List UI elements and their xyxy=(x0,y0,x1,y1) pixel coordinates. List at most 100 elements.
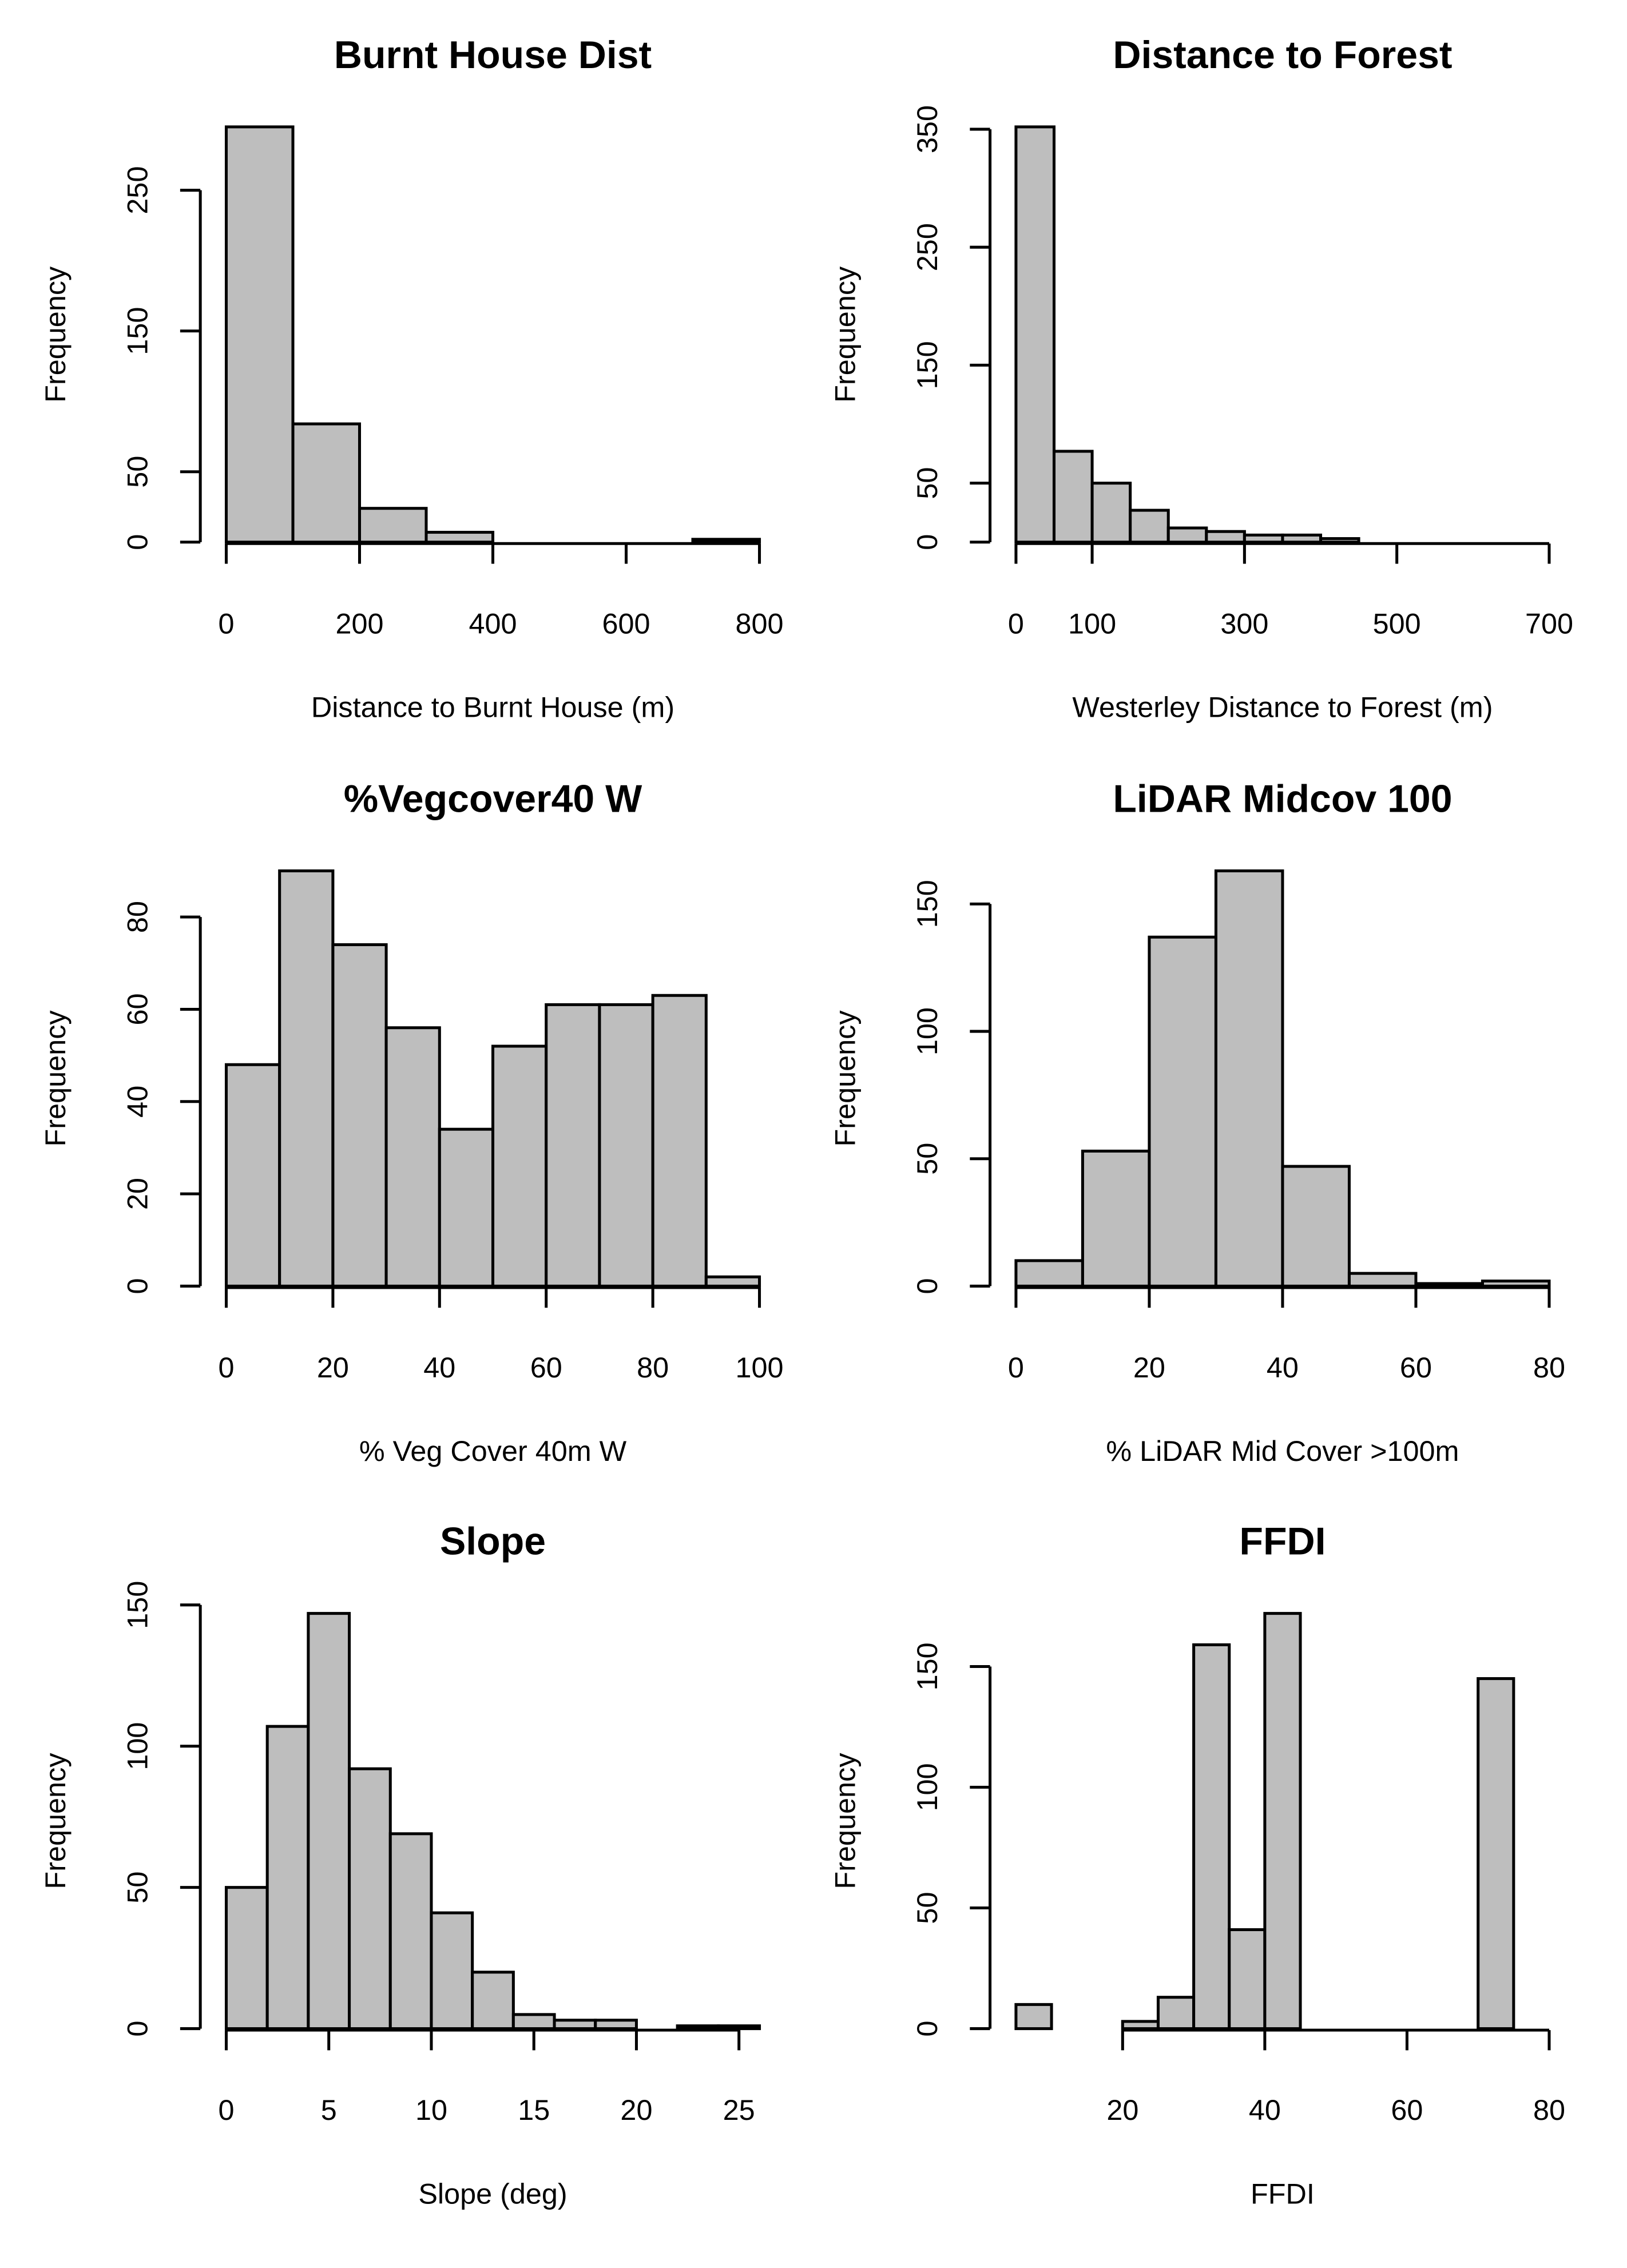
bar xyxy=(691,538,761,544)
y-tick-label: 150 xyxy=(121,1581,154,1629)
bar xyxy=(331,943,388,1288)
bar xyxy=(430,1911,474,2031)
bar xyxy=(291,422,362,544)
x-axis-label: Slope (deg) xyxy=(418,2177,567,2210)
bar xyxy=(438,1127,495,1288)
bar xyxy=(224,1886,269,2031)
bar xyxy=(594,2019,638,2031)
bar xyxy=(1121,2020,1160,2031)
x-tick-label: 20 xyxy=(1133,1351,1165,1384)
x-tick-label: 60 xyxy=(530,1351,562,1384)
x-axis-label: % Veg Cover 40m W xyxy=(359,1435,627,1467)
chart-title: FFDI xyxy=(1239,1520,1326,1563)
x-axis-label: Distance to Burnt House (m) xyxy=(311,690,674,723)
bar xyxy=(545,1003,601,1288)
chart-title: LiDAR Midcov 100 xyxy=(1113,777,1452,820)
y-tick-label: 0 xyxy=(121,534,154,550)
y-tick-label: 150 xyxy=(121,307,154,355)
bar xyxy=(1414,1282,1484,1288)
x-tick-label: 400 xyxy=(469,607,517,640)
bar xyxy=(1156,1996,1196,2031)
y-tick-label: 100 xyxy=(911,1763,943,1811)
bar xyxy=(553,2019,597,2031)
y-axis-label: Frequency xyxy=(39,1753,72,1889)
bar xyxy=(278,869,335,1288)
x-axis-label: FFDI xyxy=(1251,2177,1315,2210)
bar xyxy=(1166,526,1208,544)
bar xyxy=(1192,1643,1231,2031)
y-tick-label: 100 xyxy=(911,1007,943,1055)
bar xyxy=(676,2024,720,2031)
y-tick-label: 250 xyxy=(911,223,943,271)
x-axis-label: % LiDAR Mid Cover >100m xyxy=(1106,1435,1459,1467)
x-tick-label: 20 xyxy=(1106,2094,1138,2126)
x-tick-label: 80 xyxy=(637,1351,669,1384)
x-tick-label: 100 xyxy=(1068,607,1116,640)
y-tick-label: 250 xyxy=(121,166,154,215)
y-tick-label: 40 xyxy=(121,1086,154,1118)
x-tick-label: 25 xyxy=(723,2094,755,2126)
x-tick-label: 0 xyxy=(1008,607,1024,640)
bar xyxy=(1014,1259,1084,1288)
bar xyxy=(384,1026,441,1288)
bar xyxy=(598,1003,654,1288)
bar xyxy=(1205,530,1246,544)
y-tick-label: 50 xyxy=(121,1872,154,1904)
y-tick-label: 0 xyxy=(911,534,943,550)
x-tick-label: 700 xyxy=(1525,607,1573,640)
y-tick-label: 0 xyxy=(911,1278,943,1294)
x-tick-label: 20 xyxy=(620,2094,652,2126)
y-tick-label: 350 xyxy=(911,105,943,153)
y-tick-label: 20 xyxy=(121,1178,154,1210)
bar xyxy=(1014,125,1056,544)
bar xyxy=(358,507,428,544)
x-tick-label: 20 xyxy=(317,1351,349,1384)
bar xyxy=(1129,509,1170,544)
x-tick-label: 40 xyxy=(1267,1351,1299,1384)
y-axis-label: Frequency xyxy=(829,1010,862,1147)
y-tick-label: 50 xyxy=(911,1892,943,1924)
y-axis-label: Frequency xyxy=(829,1753,862,1889)
y-axis-label: Frequency xyxy=(829,266,862,403)
bar xyxy=(1281,533,1323,544)
bar xyxy=(1228,1928,1267,2031)
bar xyxy=(1243,533,1284,544)
y-axis-label: Frequency xyxy=(39,266,72,403)
y-tick-label: 0 xyxy=(121,1278,154,1294)
y-tick-label: 50 xyxy=(911,1143,943,1175)
y-tick-label: 100 xyxy=(121,1722,154,1770)
bar xyxy=(1319,537,1360,544)
bar xyxy=(717,2024,761,2031)
x-tick-label: 40 xyxy=(1249,2094,1281,2126)
bar xyxy=(1347,1272,1418,1288)
bar xyxy=(1214,869,1284,1288)
x-tick-label: 15 xyxy=(518,2094,550,2126)
bar xyxy=(1148,935,1217,1288)
y-tick-label: 150 xyxy=(911,341,943,389)
x-tick-label: 0 xyxy=(218,607,234,640)
chart-title: Slope xyxy=(440,1520,546,1563)
x-tick-label: 60 xyxy=(1391,2094,1423,2126)
y-tick-label: 0 xyxy=(121,2021,154,2037)
bar xyxy=(388,1832,433,2031)
y-tick-label: 50 xyxy=(911,467,943,499)
bar xyxy=(1090,482,1132,544)
bar xyxy=(1052,450,1094,544)
bar xyxy=(224,1063,281,1288)
y-axis-label: Frequency xyxy=(39,1010,72,1147)
y-tick-label: 60 xyxy=(121,993,154,1025)
bar xyxy=(511,2013,556,2031)
y-tick-label: 0 xyxy=(911,2021,943,2037)
x-tick-label: 500 xyxy=(1373,607,1421,640)
bar xyxy=(1481,1280,1551,1288)
y-tick-label: 150 xyxy=(911,1642,943,1690)
chart-title: Burnt House Dist xyxy=(334,33,652,77)
bar xyxy=(307,1612,351,2031)
x-tick-label: 5 xyxy=(321,2094,337,2126)
bar xyxy=(491,1044,548,1288)
x-tick-label: 60 xyxy=(1400,1351,1432,1384)
x-tick-label: 100 xyxy=(736,1351,784,1384)
y-tick-label: 50 xyxy=(121,456,154,488)
